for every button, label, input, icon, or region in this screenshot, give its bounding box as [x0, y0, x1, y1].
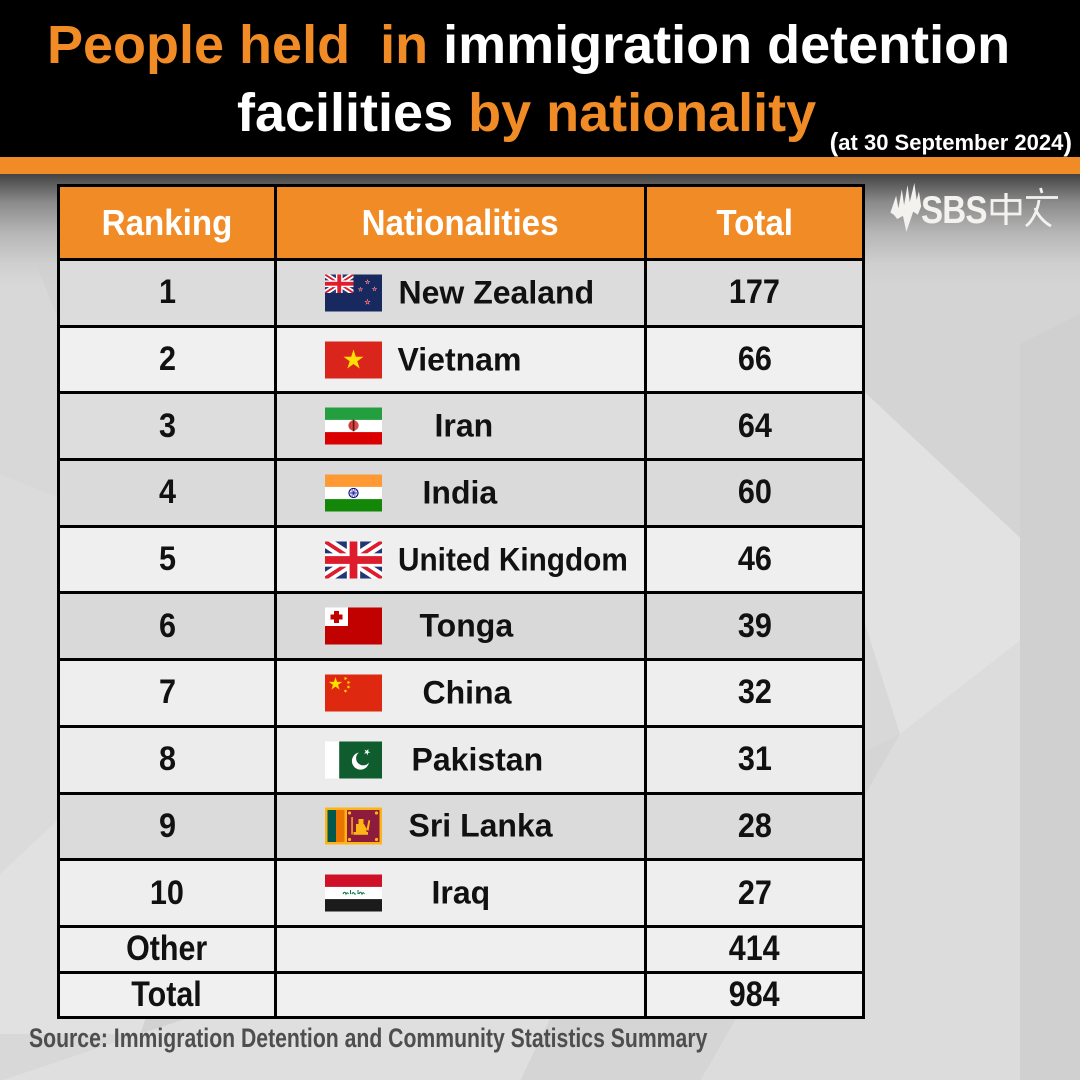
svg-text:SBS: SBS	[921, 187, 987, 231]
